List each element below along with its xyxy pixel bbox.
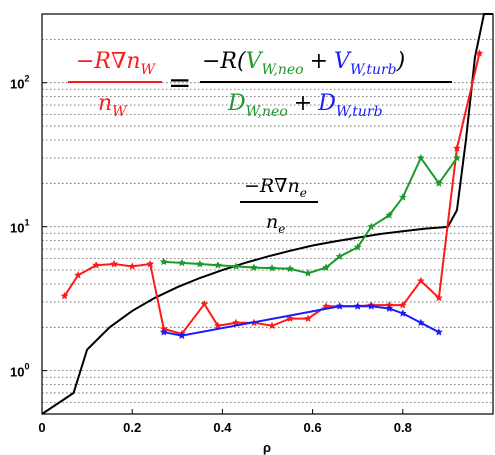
data-point [286, 314, 295, 323]
data-point [452, 144, 461, 152]
data-point [367, 222, 376, 231]
y-tick-label: 102 [10, 74, 29, 92]
data-point [434, 327, 443, 336]
data-point [398, 309, 407, 317]
ne-denominator: ne [266, 211, 285, 236]
data-point [304, 314, 313, 323]
x-tick-label: 0.2 [123, 420, 141, 435]
series-line [41, 13, 493, 415]
ne-numerator: −R∇ne [244, 175, 307, 200]
series-1 [60, 49, 484, 338]
data-point [452, 153, 461, 162]
y-tick-label: 100 [10, 362, 29, 380]
plot-background [42, 14, 493, 414]
y-tick-labels: 100 101 102 [10, 74, 29, 380]
data-point [475, 49, 484, 57]
x-axis-label: ρ [263, 440, 271, 455]
data-point [416, 276, 425, 285]
data-point [335, 302, 344, 310]
data-point [416, 318, 425, 327]
data-point [200, 299, 209, 308]
data-point [249, 263, 259, 272]
data-point [159, 327, 168, 336]
data-point [177, 258, 186, 267]
data-point [74, 270, 83, 279]
data-point [434, 293, 443, 302]
data-point [353, 242, 362, 251]
data-point [398, 300, 407, 309]
data-point [92, 260, 101, 269]
x-tick-label: 0.6 [304, 420, 322, 435]
data-point [60, 291, 69, 300]
equation-annotation: −R∇nW nW = −R(VW,neo + VW,turb) DW,neo + DW,… [68, 49, 452, 236]
lhs-denominator: nW [98, 91, 128, 120]
series-line [163, 155, 458, 275]
lhs-numerator: −R∇nW [76, 49, 157, 78]
data-point [286, 264, 295, 273]
data-point [385, 304, 394, 312]
data-point [128, 262, 137, 270]
data-point [146, 259, 155, 268]
series-3 [159, 302, 443, 340]
data-point [267, 321, 277, 330]
series-2 [159, 153, 461, 277]
x-tick-label: 0.4 [213, 420, 232, 435]
x-tick-label: 0.8 [394, 420, 412, 435]
plot-frame [41, 13, 494, 415]
data-point [231, 262, 240, 270]
rhs-numerator: −R(VW,neo + VW,turb) [202, 49, 405, 78]
data-point [177, 331, 186, 340]
data-point [335, 252, 344, 261]
data-point [353, 302, 362, 310]
rhs-denominator: DW,neo + DW,turb [227, 91, 383, 120]
data-point [322, 263, 331, 272]
y-tick-label: 101 [10, 218, 29, 236]
data-point [110, 259, 119, 268]
data-point [398, 193, 407, 201]
series-layer [41, 13, 493, 415]
data-point [367, 302, 376, 310]
data-point [159, 257, 168, 266]
equals-sign: = [168, 66, 191, 99]
data-point [195, 259, 204, 268]
series-0 [41, 13, 493, 415]
data-point [434, 179, 443, 187]
data-point [304, 268, 313, 277]
data-point [267, 263, 277, 272]
data-point [231, 318, 240, 327]
x-tick-label: 0 [38, 420, 45, 435]
data-point [213, 260, 222, 269]
data-point [213, 321, 222, 330]
x-tick-labels: 0 0.2 0.4 0.6 0.8 [38, 420, 411, 435]
data-point [416, 153, 425, 162]
data-point [385, 211, 394, 219]
